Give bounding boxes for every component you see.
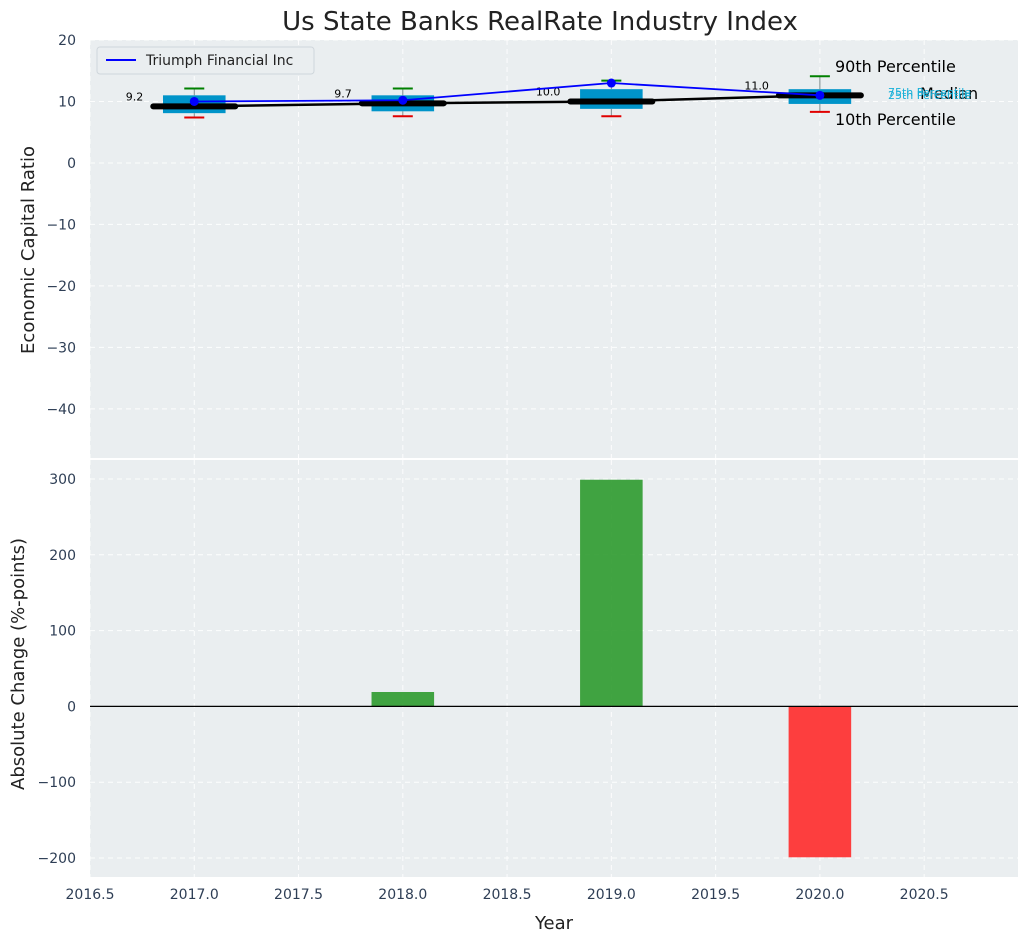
legend-label: Triumph Financial Inc <box>145 53 293 69</box>
top-y-tick-label: −40 <box>46 402 76 418</box>
p75-annotation: 75th Percentile <box>888 86 971 99</box>
median-value-label: 9.2 <box>126 90 144 103</box>
x-tick-label: 2019.0 <box>587 887 636 903</box>
bottom-y-tick-label: 300 <box>49 472 76 488</box>
x-tick-label: 2016.5 <box>66 887 115 903</box>
x-tick-label: 2019.5 <box>691 887 740 903</box>
change-bar <box>371 692 435 707</box>
x-tick-label: 2017.5 <box>274 887 323 903</box>
x-tick-label: 2020.0 <box>795 887 844 903</box>
bottom-y-tick-label: 0 <box>67 699 76 715</box>
top-y-tick-label: −20 <box>46 279 76 295</box>
median-line <box>194 94 820 108</box>
triumph-financial-point <box>398 95 408 105</box>
x-axis-label: Year <box>534 913 574 934</box>
chart-title: Us State Banks RealRate Industry Index <box>282 7 798 37</box>
x-tick-label: 2020.5 <box>900 887 949 903</box>
triumph-financial-point <box>189 96 199 106</box>
legend: Triumph Financial Inc <box>96 46 315 75</box>
x-tick-label: 2018.0 <box>378 887 427 903</box>
top-y-tick-label: 0 <box>67 156 76 172</box>
change-bar <box>580 479 643 707</box>
x-tick-label: 2017.0 <box>170 887 219 903</box>
p10-annotation: 10th Percentile <box>835 110 956 129</box>
triumph-financial-point <box>815 90 825 100</box>
bottom-y-tick-label: −100 <box>38 775 76 791</box>
triumph-financial-point <box>606 78 616 88</box>
top-y-tick-label: 20 <box>58 33 76 49</box>
bottom-y-tick-label: 100 <box>49 624 76 640</box>
top-y-axis-label: Economic Capital Ratio <box>18 146 39 354</box>
legend-frame <box>96 46 315 75</box>
bottom-y-axis-label: Absolute Change (%-points) <box>8 538 29 790</box>
median-value-label: 11.0 <box>744 79 769 92</box>
change-bar <box>788 706 852 858</box>
median-value-label: 9.7 <box>334 87 352 100</box>
top-y-tick-label: 10 <box>58 94 76 110</box>
bottom-panel: 2016.5 2017.0 2017.5 2018.0 2018.5 2019.0 2019… <box>38 460 1018 903</box>
top-y-tick-label: −30 <box>46 340 76 356</box>
bottom-y-tick-label: 200 <box>49 548 76 564</box>
median-annotation: Median <box>920 84 978 103</box>
triumph-financial-line <box>194 82 820 103</box>
p25-annotation: 25th Percentile <box>888 89 971 102</box>
top-y-tick-label: −10 <box>46 217 76 233</box>
bottom-y-tick-label: −200 <box>38 851 76 867</box>
x-tick-label: 2018.5 <box>483 887 532 903</box>
bottom-plot-area <box>90 460 1018 877</box>
p90-annotation: 90th Percentile <box>835 57 956 76</box>
top-plot-area <box>90 40 1018 458</box>
